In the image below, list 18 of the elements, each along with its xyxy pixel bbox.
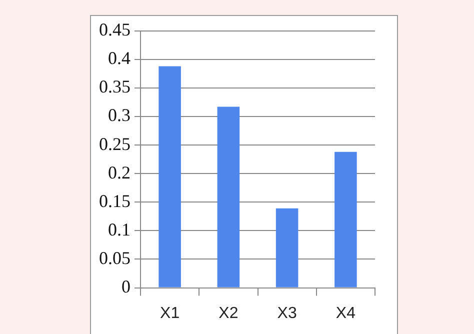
y-tick-label: 0.35 bbox=[99, 76, 130, 97]
bar bbox=[158, 66, 181, 288]
y-tick-label: 0.1 bbox=[108, 219, 130, 240]
y-tick-label: 0.2 bbox=[108, 162, 130, 182]
x-tick-label: X3 bbox=[277, 304, 297, 322]
x-tick-label: X4 bbox=[336, 304, 356, 322]
bar bbox=[217, 106, 240, 288]
x-tick-label: X2 bbox=[218, 304, 238, 322]
y-tick-label: 0.4 bbox=[108, 48, 130, 68]
y-tick-label: 0.05 bbox=[99, 248, 130, 268]
y-tick-label: 0.15 bbox=[99, 190, 130, 211]
x-tick-label: X1 bbox=[160, 304, 180, 322]
y-tick-label: 0.45 bbox=[99, 20, 130, 40]
y-tick-label: 0.25 bbox=[99, 134, 130, 154]
bar bbox=[334, 152, 357, 288]
y-tick-label: 0.3 bbox=[108, 105, 130, 126]
y-tick-label: 0 bbox=[122, 276, 130, 297]
bar bbox=[276, 208, 298, 288]
